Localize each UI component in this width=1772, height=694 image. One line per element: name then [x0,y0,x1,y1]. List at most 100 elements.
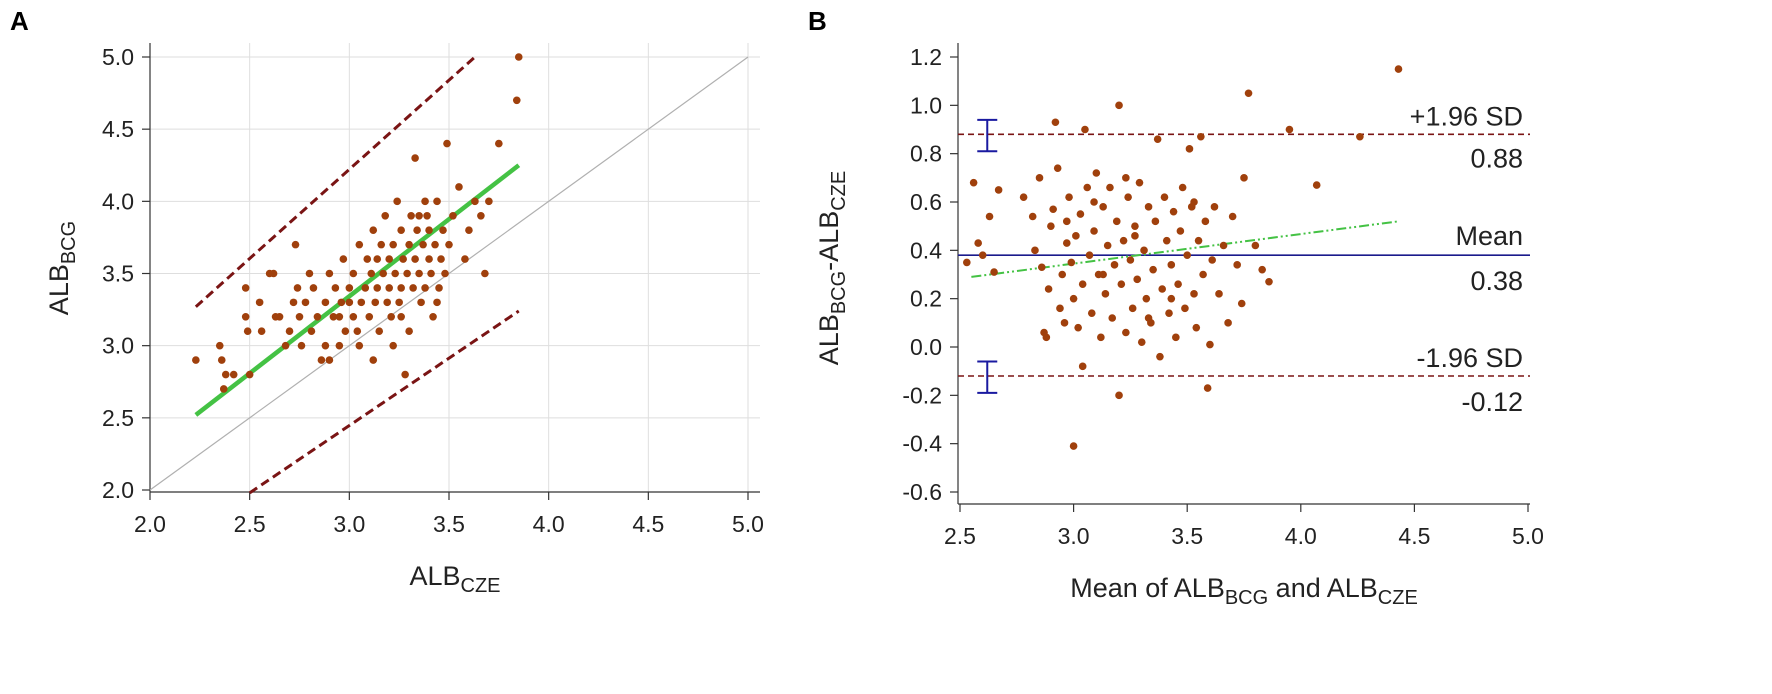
data-point [461,255,469,263]
panel-b-y-axis-title-asub: BCG [828,271,850,314]
data-point [192,356,200,364]
data-point [1137,338,1146,346]
data-point [409,284,417,292]
data-point [1149,265,1157,274]
data-point [1078,280,1087,288]
data-point [385,255,394,263]
data-point [994,186,1003,194]
data-point [1162,236,1171,245]
data-point [425,226,433,234]
panel-b-y-tick-label: 0.6 [910,189,942,215]
panel-b-x-tick-label: 4.0 [1285,523,1317,549]
data-point [415,211,423,220]
panel-b-y-tick-label: -0.4 [902,431,942,457]
data-point [1122,174,1130,182]
panel-a-x-tick-label: 5.0 [732,511,764,537]
data-point [1210,203,1219,211]
lower-loa-value: -0.12 [1461,387,1523,417]
panel-b-x-tick-label: 5.0 [1512,523,1544,549]
data-point [1190,290,1198,298]
data-point [411,154,419,162]
panel-a-label: A [10,6,29,36]
panel-a-x-ticks: 2.0 2.5 3.0 3.5 4.0 4.5 5.0 [134,492,764,537]
data-point [403,269,411,278]
data-point [355,240,364,249]
data-point [1265,277,1273,286]
data-point [221,370,230,379]
data-point [1090,227,1098,235]
data-point [405,240,413,249]
data-point [291,240,300,249]
panel-b-x-axis-title-mid: and ALB [1268,573,1378,603]
data-point [1215,290,1223,298]
data-point [1117,280,1126,288]
prediction-lower-line [248,309,520,495]
data-point [321,341,330,350]
panel-b-y-tick-label: 0.2 [910,286,942,312]
data-point [355,341,364,350]
data-point [381,211,390,220]
data-point [1233,261,1241,269]
data-point [1081,125,1089,134]
data-point [1151,217,1160,226]
data-point [1058,270,1067,279]
data-point [433,197,441,206]
data-point [1044,285,1053,293]
data-point [1174,280,1182,288]
data-point [431,240,439,249]
data-point [377,240,386,249]
data-point [1144,314,1153,322]
data-point [325,356,334,364]
data-point [255,298,264,307]
data-point [405,327,413,336]
data-point [215,341,224,350]
data-point [373,255,382,263]
panel-a-x-tick-label: 3.0 [333,511,365,537]
data-point [371,298,380,307]
panel-b-x-tick-label: 3.5 [1171,523,1203,549]
data-point [363,255,372,263]
data-point [1092,169,1101,177]
data-point [245,370,254,379]
data-point [1356,132,1364,141]
data-point [1115,101,1123,110]
data-point [1035,174,1044,182]
data-point [1122,328,1130,337]
data-point [439,226,447,234]
data-point [321,298,330,307]
panel-b-y-tick-label: -0.2 [902,382,942,408]
data-point [335,313,344,321]
data-point [1053,164,1062,172]
data-point [1219,241,1228,250]
data-point [1072,232,1080,240]
data-point [307,327,316,336]
data-point [1208,256,1216,264]
panel-b-y-axis-title: ALBBCG-ALBCZE [814,171,850,365]
data-point [445,240,453,249]
data-point [289,298,298,307]
data-point [1078,362,1087,371]
data-point [969,178,978,187]
data-point [1178,183,1187,192]
data-point [455,183,463,191]
data-point [1031,246,1039,255]
data-point [978,251,987,259]
panel-b-y-tick-label: 1.0 [910,92,942,118]
panel-b-confidence-bars [977,118,998,394]
data-point [1244,89,1253,98]
panel-b-x-axis-title-sub1: BCG [1225,587,1268,609]
data-point [465,226,473,234]
data-point [399,255,407,263]
panel-a-y-tick-label: 3.0 [102,333,134,359]
panel-a-gridlines [150,43,760,492]
data-point [341,327,350,336]
panel-a-y-tick-label: 2.5 [102,405,134,431]
data-point [387,313,395,321]
data-point [317,356,326,364]
data-point [325,269,334,278]
data-point [1106,183,1114,192]
data-point [395,298,403,307]
data-point [481,269,489,278]
data-point [293,284,302,292]
panel-b-y-tick-label: 0.8 [910,141,942,167]
